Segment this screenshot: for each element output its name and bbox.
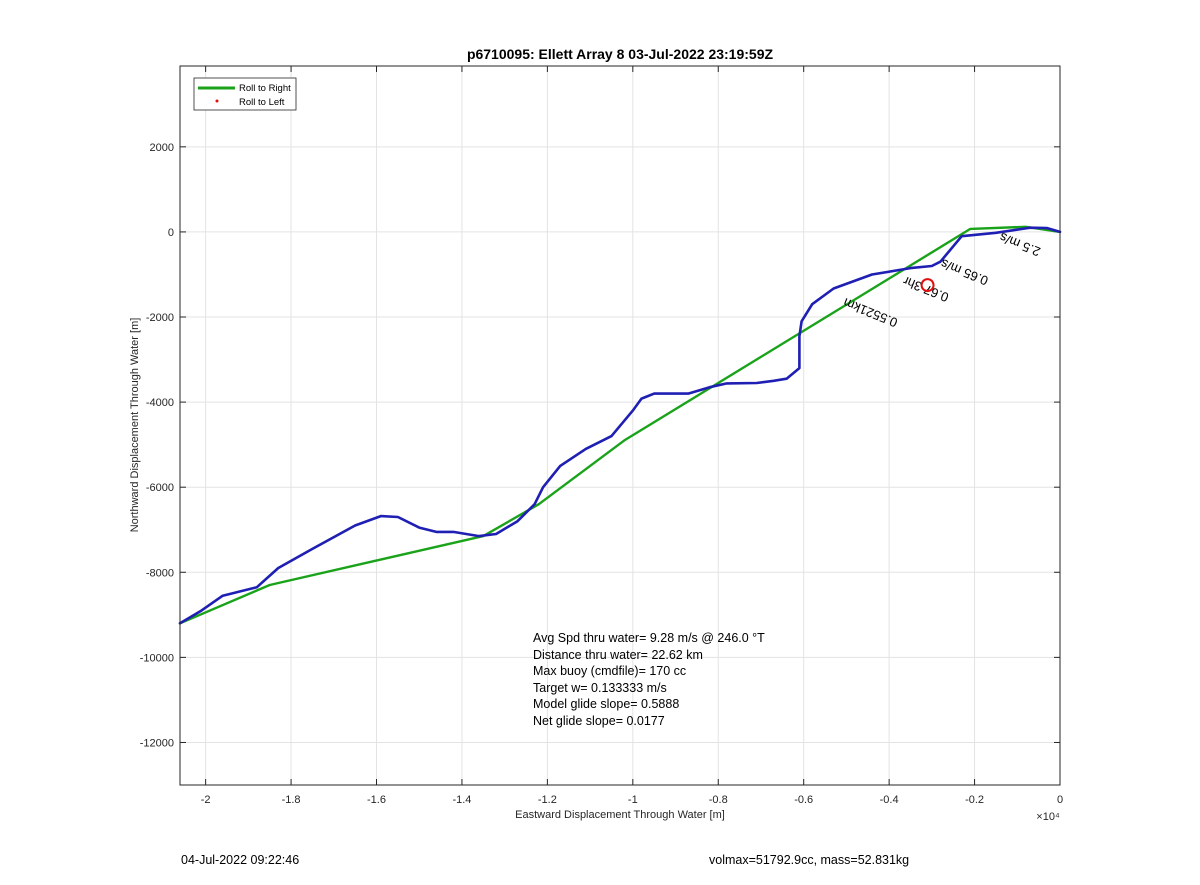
- x-tick-label: -0.8: [709, 794, 728, 806]
- legend: Roll to Right Roll to Left: [193, 77, 297, 111]
- y-tick-label: -6000: [146, 482, 174, 494]
- x-tick-label: -0.6: [794, 794, 813, 806]
- x-tick-label: -2: [201, 794, 211, 806]
- footer-volmax-mass: volmax=51792.9cc, mass=52.831kg: [709, 853, 910, 867]
- stats-line: Avg Spd thru water= 9.28 m/s @ 246.0 °T: [533, 631, 765, 645]
- stats-line: Target w= 0.133333 m/s: [533, 681, 667, 695]
- current-position-marker: [920, 278, 935, 293]
- y-tick-label: -8000: [146, 567, 174, 579]
- y-tick-label: -4000: [146, 397, 174, 409]
- legend-label-roll-right: Roll to Right: [239, 83, 291, 94]
- legend-swatch-roll-left: [215, 99, 219, 103]
- x-axis-label: Eastward Displacement Through Water [m]: [515, 809, 725, 821]
- stats-line: Max buoy (cmdfile)= 170 cc: [533, 664, 686, 678]
- stats-block: Avg Spd thru water= 9.28 m/s @ 246.0 °T …: [533, 631, 765, 728]
- x-tick-label: -0.4: [880, 794, 899, 806]
- x-tick-label: -1.2: [538, 794, 557, 806]
- y-tick-label: -12000: [140, 737, 174, 749]
- x-tick-label: -1.4: [452, 794, 471, 806]
- chart-title: p6710095: Ellett Array 8 03-Jul-2022 23:…: [467, 46, 774, 62]
- y-axis-ticks: 2000 0 -2000 -4000 -6000 -8000 -10000 -12000: [140, 142, 1060, 749]
- y-tick-label: -2000: [146, 312, 174, 324]
- x-tick-label: -1: [628, 794, 638, 806]
- x-tick-label: -1.6: [367, 794, 386, 806]
- y-axis-label: Northward Displacement Through Water [m]: [129, 318, 141, 533]
- stats-line: Distance thru water= 22.62 km: [533, 648, 703, 662]
- x-tick-label: -0.2: [965, 794, 984, 806]
- series-line-roll-right: [178, 225, 1062, 625]
- plot-frame: [179, 65, 1061, 786]
- y-tick-label: 2000: [150, 142, 174, 154]
- footer-timestamp: 04-Jul-2022 09:22:46: [181, 853, 300, 867]
- legend-label-roll-left: Roll to Left: [239, 97, 285, 108]
- y-tick-label: -10000: [140, 652, 174, 664]
- x-tick-label: 0: [1057, 794, 1063, 806]
- x-tick-label: -1.8: [282, 794, 301, 806]
- y-tick-label: 0: [168, 227, 174, 239]
- series-group: [178, 225, 1062, 625]
- stats-line: Model glide slope= 0.5888: [533, 697, 679, 711]
- legend-box: [193, 77, 297, 111]
- stats-line: Net glide slope= 0.0177: [533, 714, 665, 728]
- x-axis-exponent: ×10⁴: [1036, 811, 1060, 823]
- series-line-track: [178, 226, 1062, 625]
- x-axis-ticks: -2 -1.8 -1.6 -1.4 -1.2 -1 -0.8 -0.6 -0.4 -0.2 0: [201, 66, 1063, 806]
